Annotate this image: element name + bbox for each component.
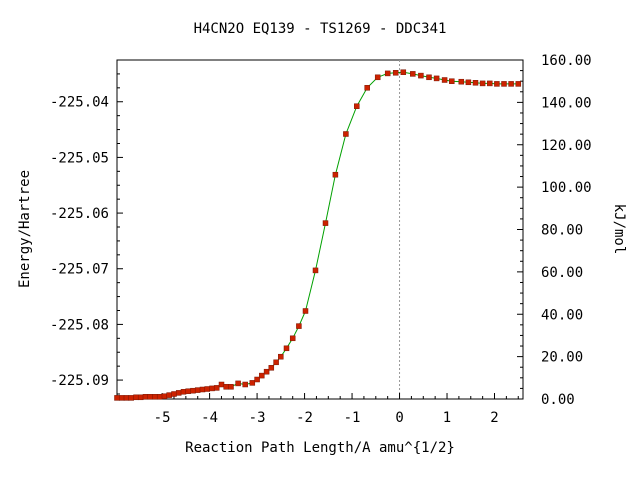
data-point: [249, 380, 256, 386]
data-point: [465, 79, 472, 86]
data-point: [254, 376, 260, 383]
x-tick-label: -5: [154, 410, 171, 426]
y-tick-label: -225.06: [50, 206, 109, 222]
data-point: [384, 70, 391, 77]
data-point: [441, 77, 448, 83]
data-point: [494, 81, 500, 87]
y-tick-label: -225.04: [50, 95, 109, 111]
data-point: [223, 384, 229, 390]
data-point: [472, 80, 479, 86]
x-tick-label: -3: [249, 410, 266, 426]
data-point: [449, 78, 455, 84]
data-point: [114, 395, 120, 401]
data-point: [302, 308, 309, 314]
data-point: [128, 395, 134, 401]
y2-tick-label: 120.00: [541, 138, 592, 154]
data-point: [118, 395, 125, 401]
data-point: [296, 323, 302, 329]
data-point: [433, 75, 440, 82]
data-point: [137, 394, 144, 401]
plot-frame: [116, 59, 524, 400]
data-point: [322, 220, 329, 226]
data-point: [289, 335, 296, 342]
data-point: [487, 80, 493, 87]
data-point: [180, 389, 187, 395]
data-point: [204, 386, 210, 392]
data-point: [209, 385, 215, 392]
data-point: [332, 171, 339, 178]
series-line: [117, 71, 519, 399]
data-point: [228, 384, 234, 390]
y2-axis-ticks: 0.00 20.00 40.00 60.00 80.00 100.00 120.00 140.…: [517, 53, 592, 408]
x-tick-label: -2: [296, 410, 313, 426]
data-point: [235, 380, 241, 387]
data-point: [364, 85, 370, 91]
y2-tick-label: 100.00: [541, 180, 592, 196]
data-point: [418, 72, 424, 79]
data-point: [175, 390, 182, 396]
data-point: [156, 394, 163, 400]
data-point: [194, 387, 201, 393]
data-point: [161, 393, 168, 399]
data-point: [147, 394, 153, 400]
data-point: [152, 394, 158, 400]
data-point: [259, 372, 265, 379]
data-point: [515, 81, 522, 87]
data-point: [123, 395, 130, 401]
data-point: [354, 103, 360, 109]
y2-tick-label: 0.00: [541, 392, 575, 408]
y2-tick-label: 40.00: [541, 307, 583, 323]
y2-tick-label: 80.00: [541, 223, 583, 239]
y-tick-label: -225.07: [50, 262, 109, 278]
data-point: [400, 69, 407, 75]
y2-tick-label: 140.00: [541, 95, 592, 111]
data-point: [218, 381, 225, 388]
data-point: [508, 81, 514, 87]
data-point: [166, 392, 172, 398]
data-point: [392, 70, 399, 76]
data-point: [343, 131, 349, 137]
chart-title: H4CN2O EQ139 - TS1269 - DDC341: [194, 21, 447, 37]
data-point: [199, 386, 206, 393]
data-point: [426, 74, 432, 81]
x-axis-ticks: -5 -4 -3 -2 -1 0 1 2: [125, 393, 519, 426]
x-axis-label: Reaction Path Length/A amu^{1/2}: [185, 440, 455, 456]
data-point: [213, 385, 220, 391]
y-axis-label: Energy/Hartree: [17, 170, 33, 288]
data-point: [190, 387, 196, 394]
data-point: [185, 388, 191, 394]
y-tick-label: -225.09: [50, 373, 109, 389]
data-point: [273, 359, 279, 366]
data-point: [283, 345, 290, 352]
x-tick-label: 0: [395, 410, 403, 426]
x-tick-label: -4: [201, 410, 218, 426]
series-points: [114, 69, 522, 401]
y-axis-ticks: -225.04 -225.05 -225.06 -225.07 -225.08 -225.…: [50, 59, 123, 395]
data-point: [501, 81, 507, 87]
y2-tick-label: 60.00: [541, 265, 583, 281]
data-point: [268, 365, 275, 371]
y2-tick-label: 160.00: [541, 53, 592, 69]
data-point: [479, 80, 486, 87]
x-tick-label: 1: [443, 410, 451, 426]
y-tick-label: -225.05: [50, 150, 109, 166]
data-point: [142, 394, 149, 400]
data-point: [374, 74, 381, 81]
data-point: [171, 391, 177, 397]
data-point: [278, 353, 284, 360]
data-point: [312, 267, 319, 274]
x-tick-label: -1: [344, 410, 361, 426]
data-point: [263, 368, 270, 375]
data-point: [458, 78, 465, 85]
data-point: [133, 394, 139, 401]
x-tick-label: 2: [490, 410, 498, 426]
y2-axis-label: kJ/mol: [611, 204, 627, 255]
data-point: [410, 71, 416, 77]
y-tick-label: -225.08: [50, 317, 109, 333]
data-point: [242, 381, 248, 388]
y2-tick-label: 20.00: [541, 350, 583, 366]
